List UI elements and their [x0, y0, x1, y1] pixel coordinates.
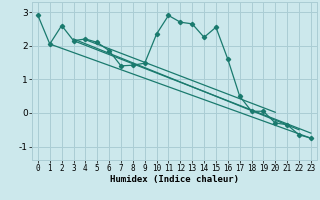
X-axis label: Humidex (Indice chaleur): Humidex (Indice chaleur) — [110, 175, 239, 184]
